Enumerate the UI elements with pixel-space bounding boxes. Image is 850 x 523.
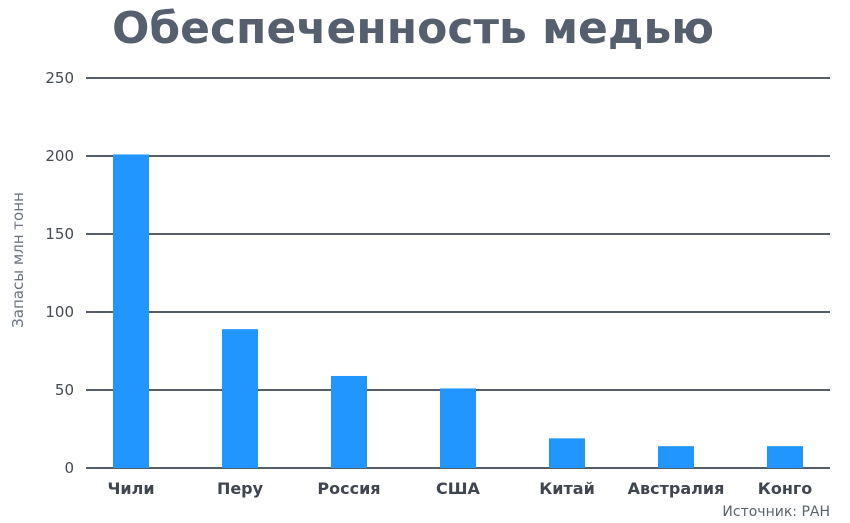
bar-2 <box>331 375 367 468</box>
bar-6 <box>767 446 803 468</box>
y-tick-label: 250 <box>45 69 74 87</box>
y-tick-label: 200 <box>45 147 74 165</box>
chart-title: Обеспеченность медью <box>112 3 714 54</box>
x-category-label: Россия <box>317 479 380 498</box>
y-tick-label: 150 <box>45 225 74 243</box>
bar-4 <box>549 438 585 468</box>
y-tick-label: 100 <box>45 303 74 321</box>
x-category-label: США <box>436 479 481 498</box>
y-axis-label: Запасы млн тонн <box>9 192 27 328</box>
x-category-label: Китай <box>539 479 595 498</box>
source-note: Источник: РАН <box>722 504 830 520</box>
bar-1 <box>222 329 258 468</box>
y-tick-label: 50 <box>55 381 74 399</box>
y-tick-labels: 0 50 100 150 200 250 <box>45 69 74 477</box>
x-category-label: Перу <box>217 479 264 498</box>
bar-0 <box>113 154 149 468</box>
x-category-label: Конго <box>758 479 812 498</box>
bar-3 <box>440 388 476 468</box>
bars <box>113 154 803 468</box>
x-category-label: Чили <box>107 479 154 498</box>
bar-5 <box>658 446 694 468</box>
x-category-label: Австралия <box>628 479 725 498</box>
gridlines <box>86 77 830 469</box>
x-category-labels: Чили Перу Россия США Китай Австралия Конго <box>107 479 812 498</box>
y-tick-label: 0 <box>64 459 74 477</box>
